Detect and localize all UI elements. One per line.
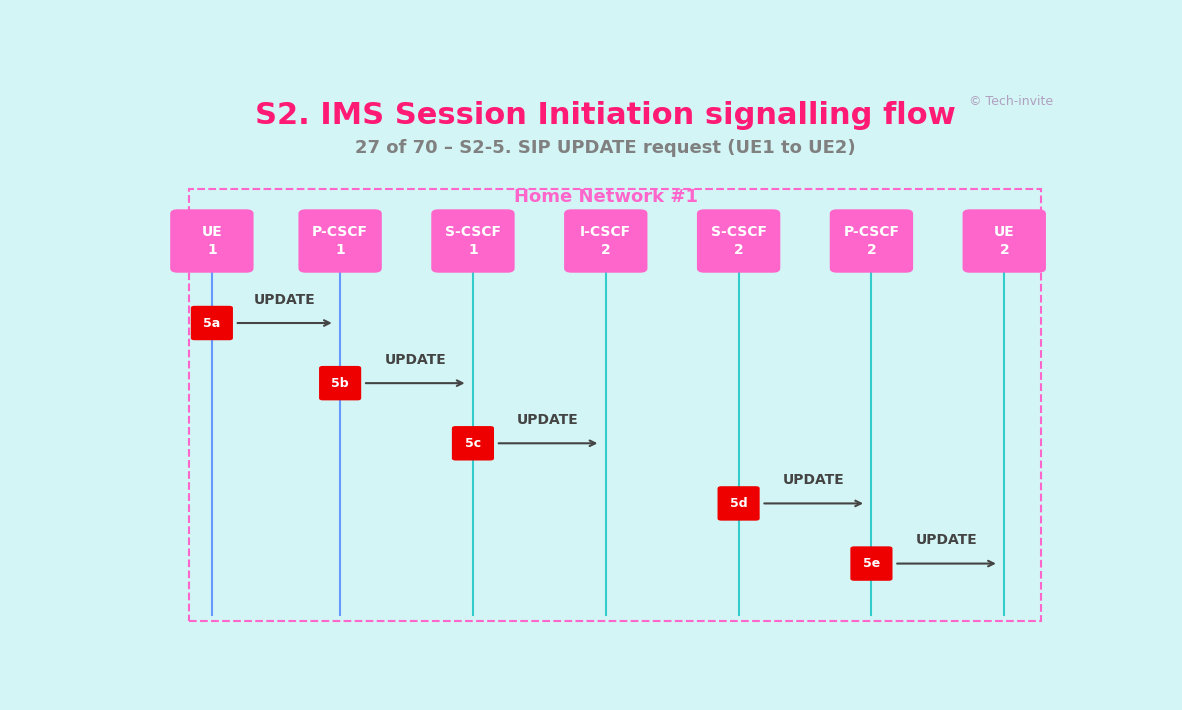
Text: UE
1: UE 1 [201, 225, 222, 256]
Text: UPDATE: UPDATE [782, 473, 845, 487]
Text: S-CSCF
2: S-CSCF 2 [710, 225, 767, 256]
Text: 5d: 5d [729, 497, 747, 510]
Text: UPDATE: UPDATE [384, 353, 446, 367]
FancyBboxPatch shape [717, 486, 760, 520]
FancyBboxPatch shape [298, 209, 382, 273]
Text: P-CSCF
2: P-CSCF 2 [844, 225, 900, 256]
Text: UPDATE: UPDATE [518, 413, 579, 427]
Text: 27 of 70 – S2-5. SIP UPDATE request (UE1 to UE2): 27 of 70 – S2-5. SIP UPDATE request (UE1… [356, 139, 856, 157]
FancyBboxPatch shape [452, 426, 494, 461]
FancyBboxPatch shape [564, 209, 648, 273]
Text: UPDATE: UPDATE [254, 293, 316, 307]
FancyBboxPatch shape [431, 209, 514, 273]
FancyBboxPatch shape [697, 209, 780, 273]
Text: S2. IMS Session Initiation signalling flow: S2. IMS Session Initiation signalling fl… [255, 101, 956, 130]
Text: I-CSCF
2: I-CSCF 2 [580, 225, 631, 256]
Text: UPDATE: UPDATE [916, 533, 978, 547]
FancyBboxPatch shape [962, 209, 1046, 273]
Text: UE
2: UE 2 [994, 225, 1014, 256]
Text: 5b: 5b [331, 376, 349, 390]
Text: S-CSCF
1: S-CSCF 1 [444, 225, 501, 256]
FancyBboxPatch shape [319, 366, 362, 400]
Text: 5e: 5e [863, 557, 881, 570]
Text: 5a: 5a [203, 317, 221, 329]
Text: Home Network #1: Home Network #1 [514, 188, 697, 207]
Text: © Tech-invite: © Tech-invite [969, 95, 1053, 108]
FancyBboxPatch shape [850, 546, 892, 581]
Text: P-CSCF
1: P-CSCF 1 [312, 225, 368, 256]
FancyBboxPatch shape [170, 209, 254, 273]
Text: 5c: 5c [465, 437, 481, 450]
FancyBboxPatch shape [830, 209, 914, 273]
FancyBboxPatch shape [190, 306, 233, 340]
